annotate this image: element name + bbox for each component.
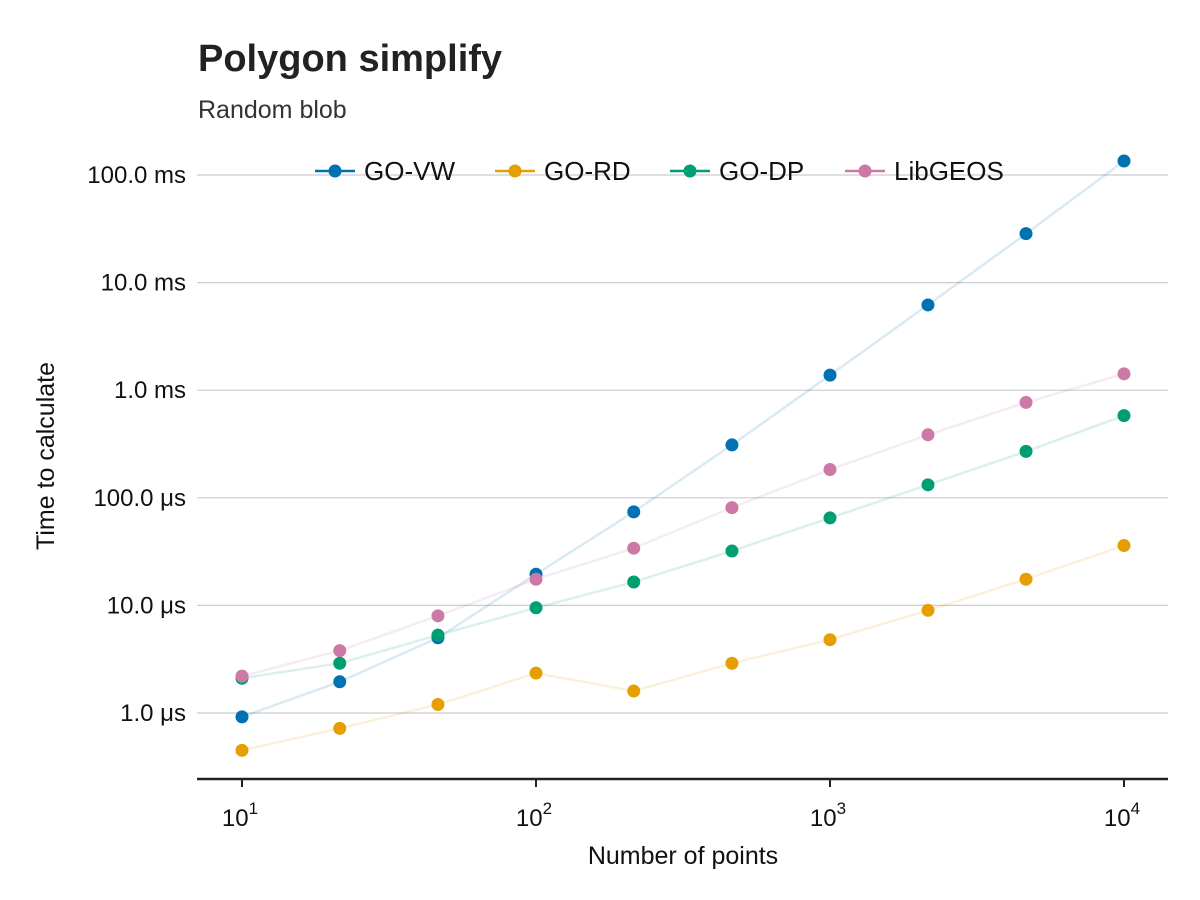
data-point xyxy=(725,544,739,558)
data-point xyxy=(431,628,445,642)
legend-marker xyxy=(858,164,872,178)
data-point xyxy=(921,298,935,312)
y-tick-label: 100.0 μs xyxy=(93,485,186,512)
data-point xyxy=(823,463,837,477)
y-tick-label: 100.0 ms xyxy=(87,162,186,189)
y-axis-ticks: 1.0 μs 10.0 μs 100.0 μs 1.0 ms 10.0 ms 100.0 … xyxy=(87,162,186,727)
x-axis-label: Number of points xyxy=(588,842,778,870)
data-point xyxy=(529,666,543,680)
legend-label: GO-VW xyxy=(364,156,455,186)
data-point xyxy=(921,603,935,617)
chart-subtitle: Random blob xyxy=(198,96,347,124)
series-line xyxy=(241,372,1125,678)
x-tick-base: 10 xyxy=(810,805,837,832)
legend-label: GO-DP xyxy=(719,156,804,186)
series-go-dp xyxy=(235,409,1131,685)
legend-entry: GO-VW xyxy=(315,156,455,186)
series-line xyxy=(241,159,1125,719)
x-axis-ticks: 101 102 103 104 xyxy=(222,779,1140,832)
data-point xyxy=(431,609,445,623)
series-go-vw xyxy=(235,154,1131,724)
x-tick-exponent: 4 xyxy=(1131,799,1140,818)
x-tick-label: 103 xyxy=(810,799,846,832)
data-point xyxy=(1117,409,1131,423)
legend-marker xyxy=(328,164,342,178)
x-tick-label: 102 xyxy=(516,799,552,832)
data-point xyxy=(823,368,837,382)
legend-entry: LibGEOS xyxy=(845,156,1004,186)
data-point xyxy=(1117,539,1131,553)
y-tick-label: 1.0 ms xyxy=(114,377,186,404)
series-go-rd xyxy=(235,539,1131,757)
data-point xyxy=(431,697,445,711)
data-point xyxy=(725,501,739,515)
data-point xyxy=(627,575,641,589)
data-point xyxy=(235,710,249,724)
data-point xyxy=(333,644,347,658)
x-tick-exponent: 3 xyxy=(837,799,846,818)
chart-title: Polygon simplify xyxy=(198,38,502,80)
data-point xyxy=(529,601,543,615)
data-point xyxy=(235,669,249,683)
series xyxy=(235,154,1131,757)
data-point xyxy=(529,572,543,586)
x-tick-label: 104 xyxy=(1104,799,1140,832)
legend-label: LibGEOS xyxy=(894,156,1004,186)
data-point xyxy=(921,478,935,492)
data-point xyxy=(235,743,249,757)
data-point xyxy=(627,541,641,555)
data-point xyxy=(1117,154,1131,168)
legend-marker xyxy=(683,164,697,178)
data-point xyxy=(333,721,347,735)
x-tick-base: 10 xyxy=(222,805,249,832)
data-point xyxy=(725,656,739,670)
series-line xyxy=(241,414,1125,680)
y-tick-label: 1.0 μs xyxy=(120,700,186,727)
data-point xyxy=(333,675,347,689)
legend-label: GO-RD xyxy=(544,156,631,186)
data-point xyxy=(823,511,837,525)
x-tick-exponent: 2 xyxy=(543,799,552,818)
data-point xyxy=(725,438,739,452)
legend-entry: GO-RD xyxy=(495,156,631,186)
data-point xyxy=(823,633,837,647)
x-tick-base: 10 xyxy=(516,805,543,832)
data-point xyxy=(627,505,641,519)
series-libgeos xyxy=(235,367,1131,683)
legend-marker xyxy=(508,164,522,178)
data-point xyxy=(1019,572,1033,586)
data-point xyxy=(333,656,347,670)
y-tick-label: 10.0 μs xyxy=(107,592,186,619)
y-tick-label: 10.0 ms xyxy=(101,270,186,297)
x-tick-base: 10 xyxy=(1104,805,1131,832)
gridlines xyxy=(197,174,1168,714)
data-point xyxy=(1019,227,1033,241)
y-axis-label: Time to calculate xyxy=(32,362,60,550)
data-point xyxy=(1019,395,1033,409)
data-point xyxy=(627,684,641,698)
data-point xyxy=(1019,444,1033,458)
data-point xyxy=(1117,367,1131,381)
data-point xyxy=(921,428,935,442)
x-tick-label: 101 xyxy=(222,799,258,832)
series-line xyxy=(241,544,1125,752)
legend-entry: GO-DP xyxy=(670,156,804,186)
legend: GO-VW GO-RD GO-DP LibGEOS xyxy=(315,156,1004,186)
x-tick-exponent: 1 xyxy=(249,799,258,818)
